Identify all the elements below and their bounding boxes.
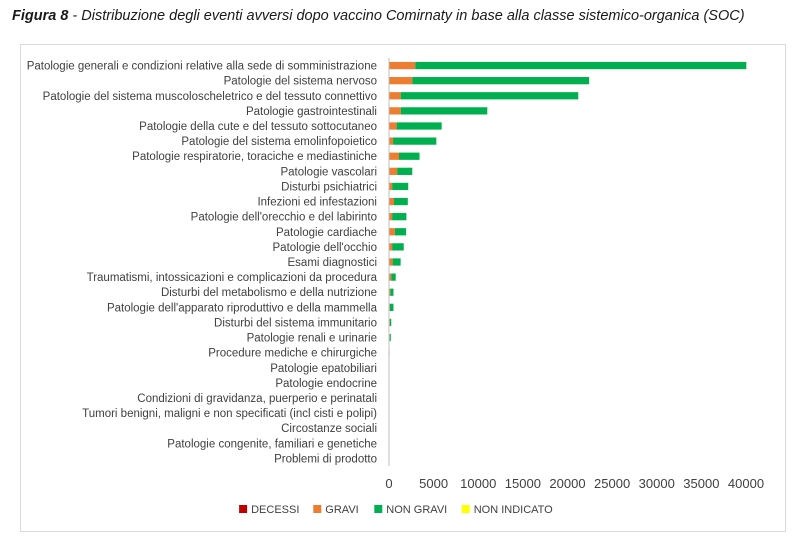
figure-caption: Distribuzione degli eventi avversi dopo … — [81, 8, 745, 24]
category-label: Patologie della cute e del tessuto sotto… — [139, 121, 377, 133]
category-label: Patologie gastrointestinali — [246, 106, 377, 118]
category-label: Disturbi del metabolismo e della nutrizi… — [161, 287, 377, 299]
category-label: Disturbi psichiatrici — [281, 181, 377, 193]
chart-frame — [20, 44, 786, 532]
legend-swatch — [239, 505, 248, 513]
legend-label: NON GRAVI — [386, 504, 447, 516]
bar-segment-gravi — [389, 152, 399, 160]
category-label: Patologie generali e condizioni relative… — [27, 61, 377, 73]
bar-segment-gravi — [389, 228, 395, 236]
bar-segment-gravi — [389, 182, 393, 191]
category-label: Patologie dell'apparato riproduttivo e d… — [107, 302, 378, 314]
x-tick-label: 0 — [385, 476, 392, 491]
bar-segment-non-gravi — [412, 77, 590, 85]
category-label: Traumatismi, intossicazioni e complicazi… — [87, 272, 378, 284]
bar-segment-non-gravi — [397, 167, 413, 175]
bar-segment-non-gravi — [399, 152, 420, 160]
bar-segment-non-gravi — [394, 197, 408, 206]
x-tick-label: 25000 — [594, 476, 630, 491]
category-label: Patologie del sistema emolinfopoietico — [181, 136, 377, 148]
x-tick-label: 15000 — [505, 476, 541, 491]
category-label: Patologie del sistema muscoloscheletrico… — [43, 91, 377, 103]
bar-segment-non-gravi — [400, 107, 488, 115]
bar-series — [389, 61, 747, 463]
bar-segment-non-gravi — [394, 228, 407, 236]
x-tick-label: 40000 — [728, 476, 764, 491]
bar-segment-gravi — [389, 273, 392, 281]
bar-segment-non-gravi — [389, 333, 391, 342]
bar-segment-non-gravi — [389, 303, 394, 311]
x-tick-label: 10000 — [460, 476, 496, 491]
bar-segment-non-gravi — [392, 213, 407, 221]
category-label: Problemi di prodotto — [274, 453, 377, 465]
bar-segment-non-gravi — [392, 243, 404, 251]
legend-swatch — [374, 505, 383, 513]
legend-swatch — [461, 505, 470, 513]
category-label: Patologie vascolari — [280, 166, 377, 178]
bar-segment-gravi — [389, 243, 393, 251]
bar-segment-gravi — [389, 288, 391, 296]
bar-segment-non-gravi — [396, 122, 442, 130]
bar-segment-gravi — [389, 107, 401, 115]
legend: DECESSI GRAVI NON GRAVI NON INDICATO — [239, 504, 553, 516]
category-labels: Patologie generali e condizioni relative… — [27, 61, 378, 466]
category-label: Procedure mediche e chirurgiche — [208, 348, 377, 360]
category-label: Patologie endocrine — [275, 378, 377, 390]
category-label: Disturbi del sistema immunitario — [214, 317, 377, 329]
bar-segment-gravi — [389, 197, 394, 206]
category-label: Infezioni ed infestazioni — [257, 197, 377, 209]
category-label: Patologie del sistema nervoso — [224, 76, 377, 88]
bar-segment-non-gravi — [393, 137, 437, 145]
category-label: Circostanze sociali — [281, 423, 377, 435]
x-tick-label: 20000 — [549, 476, 585, 491]
bar-segment-non-gravi — [391, 273, 396, 281]
category-label: Patologie epatobiliari — [270, 363, 377, 375]
bar-segment-gravi — [389, 77, 413, 85]
category-label: Tumori benigni, maligni e non specificat… — [82, 408, 377, 420]
bar-segment-gravi — [389, 137, 394, 145]
bar-segment-gravi — [389, 61, 416, 70]
figure-title-separator: - — [68, 8, 82, 24]
category-label: Patologie renali e urinarie — [247, 333, 377, 345]
category-label: Patologie cardiache — [276, 227, 377, 239]
bar-segment-non-gravi — [392, 258, 401, 266]
bar-segment-non-gravi — [392, 182, 409, 191]
legend-label: NON INDICATO — [474, 504, 553, 516]
x-tick-label: 5000 — [419, 476, 448, 491]
category-label: Condizioni di gravidanza, puerperio e pe… — [137, 393, 377, 405]
legend-label: GRAVI — [325, 504, 358, 516]
category-label: Esami diagnostici — [288, 257, 377, 269]
bar-segment-gravi — [389, 122, 397, 130]
bar-segment-gravi — [389, 213, 393, 221]
bar-segment-non-gravi — [389, 318, 392, 327]
bar-segment-non-gravi — [400, 92, 579, 100]
bar-segment-non-gravi — [415, 61, 747, 70]
bar-segment-gravi — [389, 92, 401, 100]
category-label: Patologie congenite, familiari e genetic… — [167, 438, 377, 450]
legend-swatch — [313, 505, 322, 513]
x-axis-tick-labels: 0 5000 10000 15000 20000 25000 30000 35000 40000 — [385, 476, 764, 491]
x-tick-label: 35000 — [683, 476, 719, 491]
category-label: Patologie respiratorie, toraciche e medi… — [132, 151, 377, 163]
x-tick-label: 30000 — [639, 476, 675, 491]
legend-label: DECESSI — [251, 504, 299, 516]
category-label: Patologie dell'occhio — [273, 242, 378, 254]
bar-segment-gravi — [389, 167, 398, 175]
category-label: Patologie dell'orecchio e del labirinto — [191, 212, 377, 224]
bar-segment-gravi — [389, 258, 393, 266]
figure-label: Figura 8 — [12, 8, 69, 24]
bar-segment-non-gravi — [390, 288, 394, 296]
figure-title: Figura 8 - Distribuzione degli eventi av… — [12, 8, 745, 24]
